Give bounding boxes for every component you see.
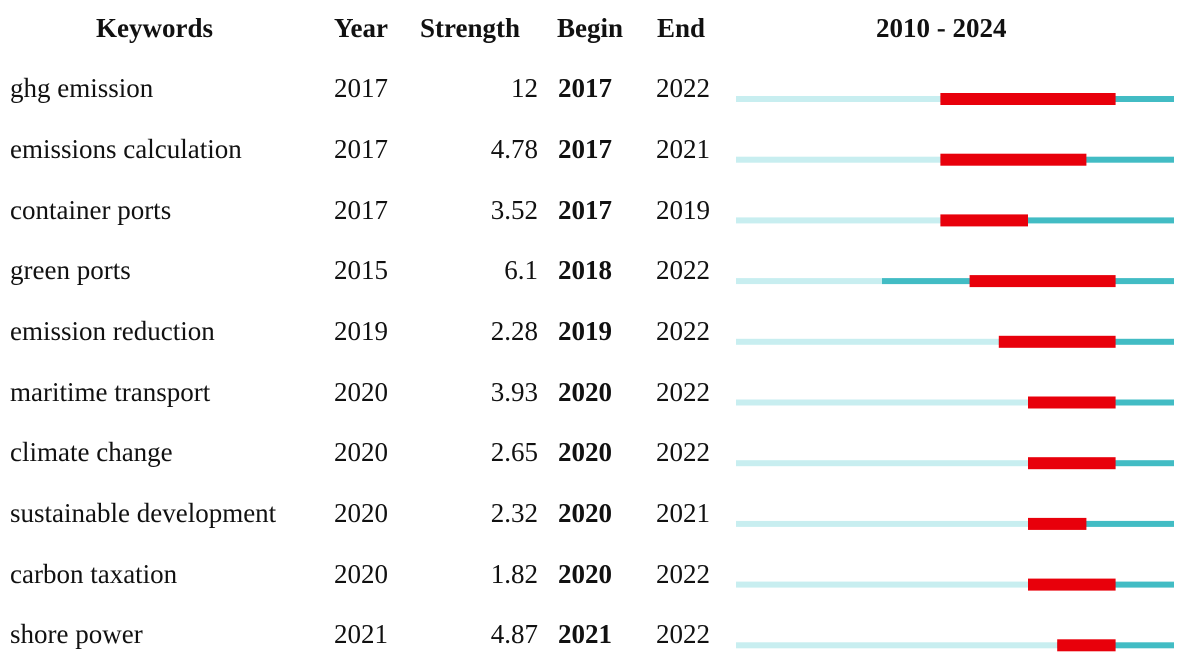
burst-bar bbox=[940, 153, 1087, 166]
burst-bar bbox=[1028, 517, 1087, 530]
year-cell: 2020 bbox=[334, 498, 388, 528]
timeline-inactive-segment bbox=[736, 581, 1028, 588]
end-cell: 2022 bbox=[656, 73, 710, 103]
keyword-cell: container ports bbox=[10, 195, 172, 225]
table-row: emission reduction 2019 2.28 2019 2022 bbox=[0, 301, 1181, 361]
strength-cell: 12 bbox=[511, 73, 538, 103]
end-cell: 2021 bbox=[656, 134, 710, 164]
keyword-cell: maritime transport bbox=[10, 377, 211, 407]
end-cell: 2019 bbox=[656, 195, 710, 225]
burst-bar bbox=[998, 335, 1116, 348]
end-cell: 2022 bbox=[656, 437, 710, 467]
strength-cell: 3.52 bbox=[490, 195, 538, 225]
begin-cell: 2020 bbox=[558, 437, 612, 467]
begin-cell: 2017 bbox=[558, 134, 612, 164]
end-cell: 2022 bbox=[656, 316, 710, 346]
end-cell: 2021 bbox=[656, 498, 710, 528]
timeline-inactive-segment bbox=[736, 399, 1028, 406]
header-keywords: Keywords bbox=[96, 13, 213, 43]
strength-cell: 3.93 bbox=[490, 377, 538, 407]
keyword-cell: sustainable development bbox=[10, 498, 277, 528]
begin-cell: 2017 bbox=[558, 195, 612, 225]
keyword-cell: carbon taxation bbox=[10, 559, 178, 589]
timeline-inactive-segment bbox=[736, 278, 882, 285]
strength-cell: 2.32 bbox=[490, 498, 538, 528]
strength-cell: 2.65 bbox=[490, 437, 538, 467]
timeline-active-segment bbox=[1028, 520, 1174, 527]
burst-bar bbox=[1028, 396, 1116, 409]
burst-bar bbox=[940, 93, 1116, 105]
end-cell: 2022 bbox=[656, 559, 710, 589]
table-row: sustainable development 2020 2.32 2020 2… bbox=[0, 483, 1181, 543]
year-cell: 2017 bbox=[334, 195, 388, 225]
header-timeline-range: 2010 - 2024 bbox=[876, 13, 1007, 43]
keyword-cell: green ports bbox=[10, 255, 131, 285]
year-cell: 2017 bbox=[334, 73, 388, 103]
timeline-inactive-segment bbox=[736, 460, 1028, 467]
table-row: ghg emission 2017 12 2017 2022 bbox=[0, 58, 1181, 118]
year-cell: 2021 bbox=[334, 619, 388, 649]
timeline-inactive-segment bbox=[736, 217, 941, 224]
header-begin: Begin bbox=[557, 13, 624, 43]
year-cell: 2020 bbox=[334, 559, 388, 589]
table-row: container ports 2017 3.52 2017 2019 bbox=[0, 180, 1181, 240]
year-cell: 2017 bbox=[334, 134, 388, 164]
keyword-cell: ghg emission bbox=[10, 73, 154, 103]
timeline-inactive-segment bbox=[736, 96, 941, 102]
timeline-inactive-segment bbox=[736, 642, 1058, 649]
begin-cell: 2021 bbox=[558, 619, 612, 649]
header-year: Year bbox=[334, 13, 388, 43]
table-row: shore power 2021 4.87 2021 2022 bbox=[0, 604, 1181, 664]
burst-bar bbox=[1028, 578, 1116, 591]
table-row: green ports 2015 6.1 2018 2022 bbox=[0, 240, 1181, 300]
strength-cell: 6.1 bbox=[504, 255, 538, 285]
year-cell: 2020 bbox=[334, 377, 388, 407]
begin-cell: 2019 bbox=[558, 316, 612, 346]
timeline-active-segment bbox=[940, 217, 1174, 224]
timeline-inactive-segment bbox=[736, 156, 941, 163]
strength-cell: 4.78 bbox=[490, 134, 538, 164]
strength-cell: 2.28 bbox=[490, 316, 538, 346]
begin-cell: 2020 bbox=[558, 498, 612, 528]
table-row: climate change 2020 2.65 2020 2022 bbox=[0, 422, 1181, 482]
keyword-cell: climate change bbox=[10, 437, 173, 467]
table-row: carbon taxation 2020 1.82 2020 2022 bbox=[0, 544, 1181, 604]
begin-cell: 2018 bbox=[558, 255, 612, 285]
end-cell: 2022 bbox=[656, 255, 710, 285]
year-cell: 2015 bbox=[334, 255, 388, 285]
burst-bar bbox=[940, 214, 1028, 227]
keyword-cell: shore power bbox=[10, 619, 143, 649]
strength-cell: 4.87 bbox=[490, 619, 538, 649]
strength-cell: 1.82 bbox=[490, 559, 538, 589]
timeline-inactive-segment bbox=[736, 520, 1028, 527]
timeline-inactive-segment bbox=[736, 338, 999, 345]
header-end: End bbox=[657, 13, 706, 43]
begin-cell: 2017 bbox=[558, 73, 612, 103]
year-cell: 2019 bbox=[334, 316, 388, 346]
year-cell: 2020 bbox=[334, 437, 388, 467]
keyword-cell: emissions calculation bbox=[10, 134, 242, 164]
begin-cell: 2020 bbox=[558, 559, 612, 589]
end-cell: 2022 bbox=[656, 377, 710, 407]
burst-bar bbox=[1057, 639, 1116, 652]
begin-cell: 2020 bbox=[558, 377, 612, 407]
end-cell: 2022 bbox=[656, 619, 710, 649]
keyword-cell: emission reduction bbox=[10, 316, 215, 346]
header-strength: Strength bbox=[420, 13, 521, 43]
burst-bar bbox=[1028, 457, 1116, 470]
burst-bar bbox=[969, 275, 1116, 288]
table-row: maritime transport 2020 3.93 2020 2022 bbox=[0, 362, 1181, 422]
table-row: emissions calculation 2017 4.78 2017 202… bbox=[0, 119, 1181, 179]
